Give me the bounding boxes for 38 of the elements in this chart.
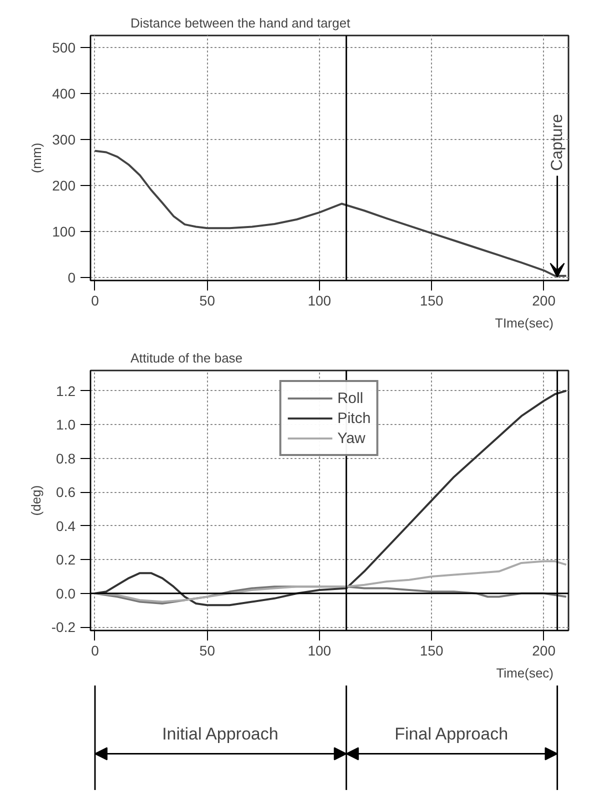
x-axis-title: Time(sec) — [496, 666, 554, 680]
x-tick-label: 150 — [420, 642, 444, 658]
line-series — [94, 560, 568, 603]
legend-label: Roll — [337, 390, 364, 406]
x-tick-label: 0 — [91, 292, 100, 308]
y-axis-title: (deg) — [28, 485, 44, 516]
legend-label: Yaw — [337, 430, 366, 446]
chart-title: Attitude of the base — [130, 350, 243, 366]
y-tick-label: 300 — [52, 131, 76, 148]
y-axis-title: (mm) — [29, 142, 44, 174]
y-tick-label: 0.4 — [56, 518, 76, 534]
y-tick-label: 200 — [52, 177, 76, 194]
chart-title: Distance between the hand and target — [130, 16, 351, 30]
x-tick-label: 150 — [420, 292, 444, 308]
text: Final Approach — [394, 724, 508, 744]
y-tick-label: 1.0 — [56, 416, 76, 433]
x-tick-label: 50 — [199, 292, 216, 308]
x-tick-label: 50 — [199, 642, 216, 658]
x-tick-label: 0 — [91, 642, 100, 658]
x-tick-label: 100 — [308, 292, 332, 308]
x-tick-label: 200 — [532, 292, 556, 308]
text: Initial Approach — [162, 724, 278, 744]
annotation: Capture — [548, 114, 566, 171]
y-tick-label: 400 — [52, 85, 76, 102]
legend-label: Pitch — [337, 410, 371, 426]
y-tick-label: 0.8 — [56, 450, 76, 466]
y-tick-label: 500 — [52, 39, 76, 56]
y-tick-label: 0.6 — [56, 484, 76, 500]
y-tick-label: 100 — [52, 223, 76, 240]
x-tick-label: 200 — [532, 642, 556, 658]
y-tick-label: 0 — [68, 269, 76, 286]
y-tick-label: 0.2 — [56, 552, 76, 568]
x-axis-title: TIme(sec) — [495, 316, 554, 330]
x-tick-label: 100 — [308, 642, 332, 658]
y-tick-label: 1.2 — [56, 382, 76, 399]
y-tick-label: -0.2 — [51, 619, 76, 636]
y-tick-label: 0.0 — [56, 585, 76, 602]
line-series — [94, 390, 568, 606]
